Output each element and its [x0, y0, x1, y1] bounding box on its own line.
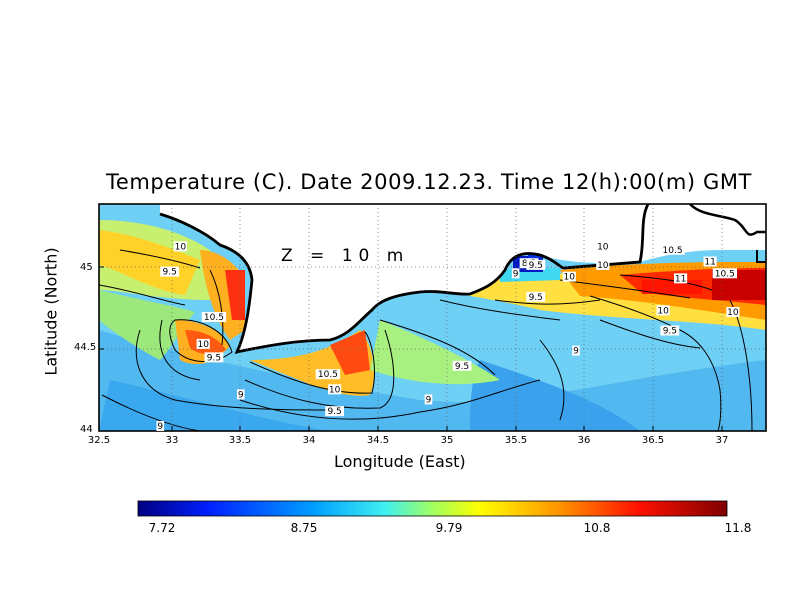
x-axis-label: Longitude (East): [334, 452, 466, 471]
svg-text:9.5: 9.5: [663, 326, 677, 336]
colorbar: [137, 500, 728, 517]
svg-text:9: 9: [238, 390, 244, 400]
coastline-east-2: [756, 250, 766, 263]
svg-text:9: 9: [573, 347, 579, 357]
contour-label: 9: [156, 421, 165, 432]
y-tick-label: 44.5: [74, 342, 97, 353]
depth-annotation: Z = 10 m: [281, 246, 410, 266]
svg-text:10.5: 10.5: [318, 370, 338, 380]
colorbar-tick-label: 7.72: [148, 521, 176, 535]
x-tick-label: 36.5: [641, 435, 665, 446]
contour-label: 9.5: [660, 325, 680, 336]
svg-text:9: 9: [157, 422, 163, 432]
contour-label: 10: [726, 306, 740, 318]
colorbar-tick-label: 9.79: [435, 521, 463, 535]
svg-text:10.5: 10.5: [663, 246, 683, 256]
contour-label: 10.5: [660, 244, 685, 256]
svg-text:10: 10: [564, 273, 576, 283]
contour-label: 10: [196, 338, 210, 350]
x-tick-label: 35.5: [504, 435, 528, 446]
contour-label: 9: [424, 394, 433, 405]
x-tick-label: 34.5: [366, 435, 390, 446]
svg-text:9.5: 9.5: [163, 268, 177, 278]
y-tick-label: 44: [80, 424, 93, 435]
contour-label: 9: [572, 345, 580, 357]
contour-label: 9.5: [526, 291, 546, 303]
contour-label: 11: [703, 256, 717, 268]
contour-label: 10: [173, 241, 188, 252]
contour-label: 10: [596, 241, 610, 252]
svg-text:9: 9: [426, 395, 432, 405]
svg-text:9: 9: [513, 269, 519, 279]
land-mass: [99, 204, 766, 352]
contour-label: 10.5: [201, 312, 227, 323]
contour-label: 9.5: [160, 266, 180, 278]
colorbar-tick-label: 11.8: [724, 521, 752, 535]
coastline-east: [689, 203, 766, 236]
contour-label: 10: [328, 384, 342, 395]
contour-label: 9.5: [526, 259, 546, 271]
y-tick-label: 45: [80, 262, 93, 273]
contour-label: 10.5: [712, 268, 738, 279]
contour-label: 10.5: [315, 369, 341, 380]
plot-frame: [98, 203, 767, 432]
svg-text:10: 10: [197, 340, 209, 350]
x-tick-label: 36: [577, 435, 591, 446]
contour-label: 11: [673, 273, 688, 284]
x-tick-label: 35: [440, 435, 454, 446]
x-tick-label: 33: [165, 435, 179, 446]
svg-text:9.5: 9.5: [455, 362, 469, 372]
svg-text:10: 10: [727, 308, 739, 318]
contour-label: 10: [562, 271, 576, 283]
tick-marks: [98, 266, 723, 432]
svg-text:11: 11: [704, 258, 715, 268]
contour-label: 10: [596, 259, 610, 271]
colorbar-tick-label: 10.8: [583, 521, 611, 535]
contour-lines: [98, 249, 753, 432]
x-tick-label: 37: [715, 435, 729, 446]
svg-text:10.5: 10.5: [204, 313, 224, 323]
svg-text:10: 10: [175, 242, 187, 252]
contour-label: 9: [511, 268, 520, 279]
svg-text:9.5: 9.5: [529, 293, 543, 303]
svg-text:10: 10: [597, 261, 609, 271]
svg-text:9.5: 9.5: [529, 261, 543, 271]
x-tick-label: 33.5: [228, 435, 252, 446]
svg-text:10: 10: [597, 242, 609, 252]
x-tick-label: 34: [302, 435, 316, 446]
contour-label: 9.5: [325, 406, 345, 417]
contour-labels: 109.510.5109.59910.5109.599.598.59.51010…: [156, 241, 740, 432]
svg-text:11: 11: [675, 274, 686, 284]
contour-label: 9.5: [452, 360, 472, 372]
contour-label: 9: [236, 389, 245, 400]
contour-label: 9.5: [204, 352, 224, 363]
coastline: [159, 203, 650, 354]
colorbar-tick-label: 8.75: [290, 521, 318, 535]
svg-text:9.5: 9.5: [207, 353, 221, 363]
svg-text:10: 10: [657, 306, 669, 316]
chart-title: Temperature (C). Date 2009.12.23. Time 1…: [106, 170, 752, 194]
y-axis-label: Latitude (North): [41, 247, 61, 376]
svg-text:10.5: 10.5: [715, 269, 735, 279]
contour-label: 10: [656, 305, 670, 316]
svg-text:10: 10: [329, 385, 341, 395]
svg-text:9.5: 9.5: [327, 407, 341, 417]
x-tick-label: 32.5: [87, 435, 111, 446]
